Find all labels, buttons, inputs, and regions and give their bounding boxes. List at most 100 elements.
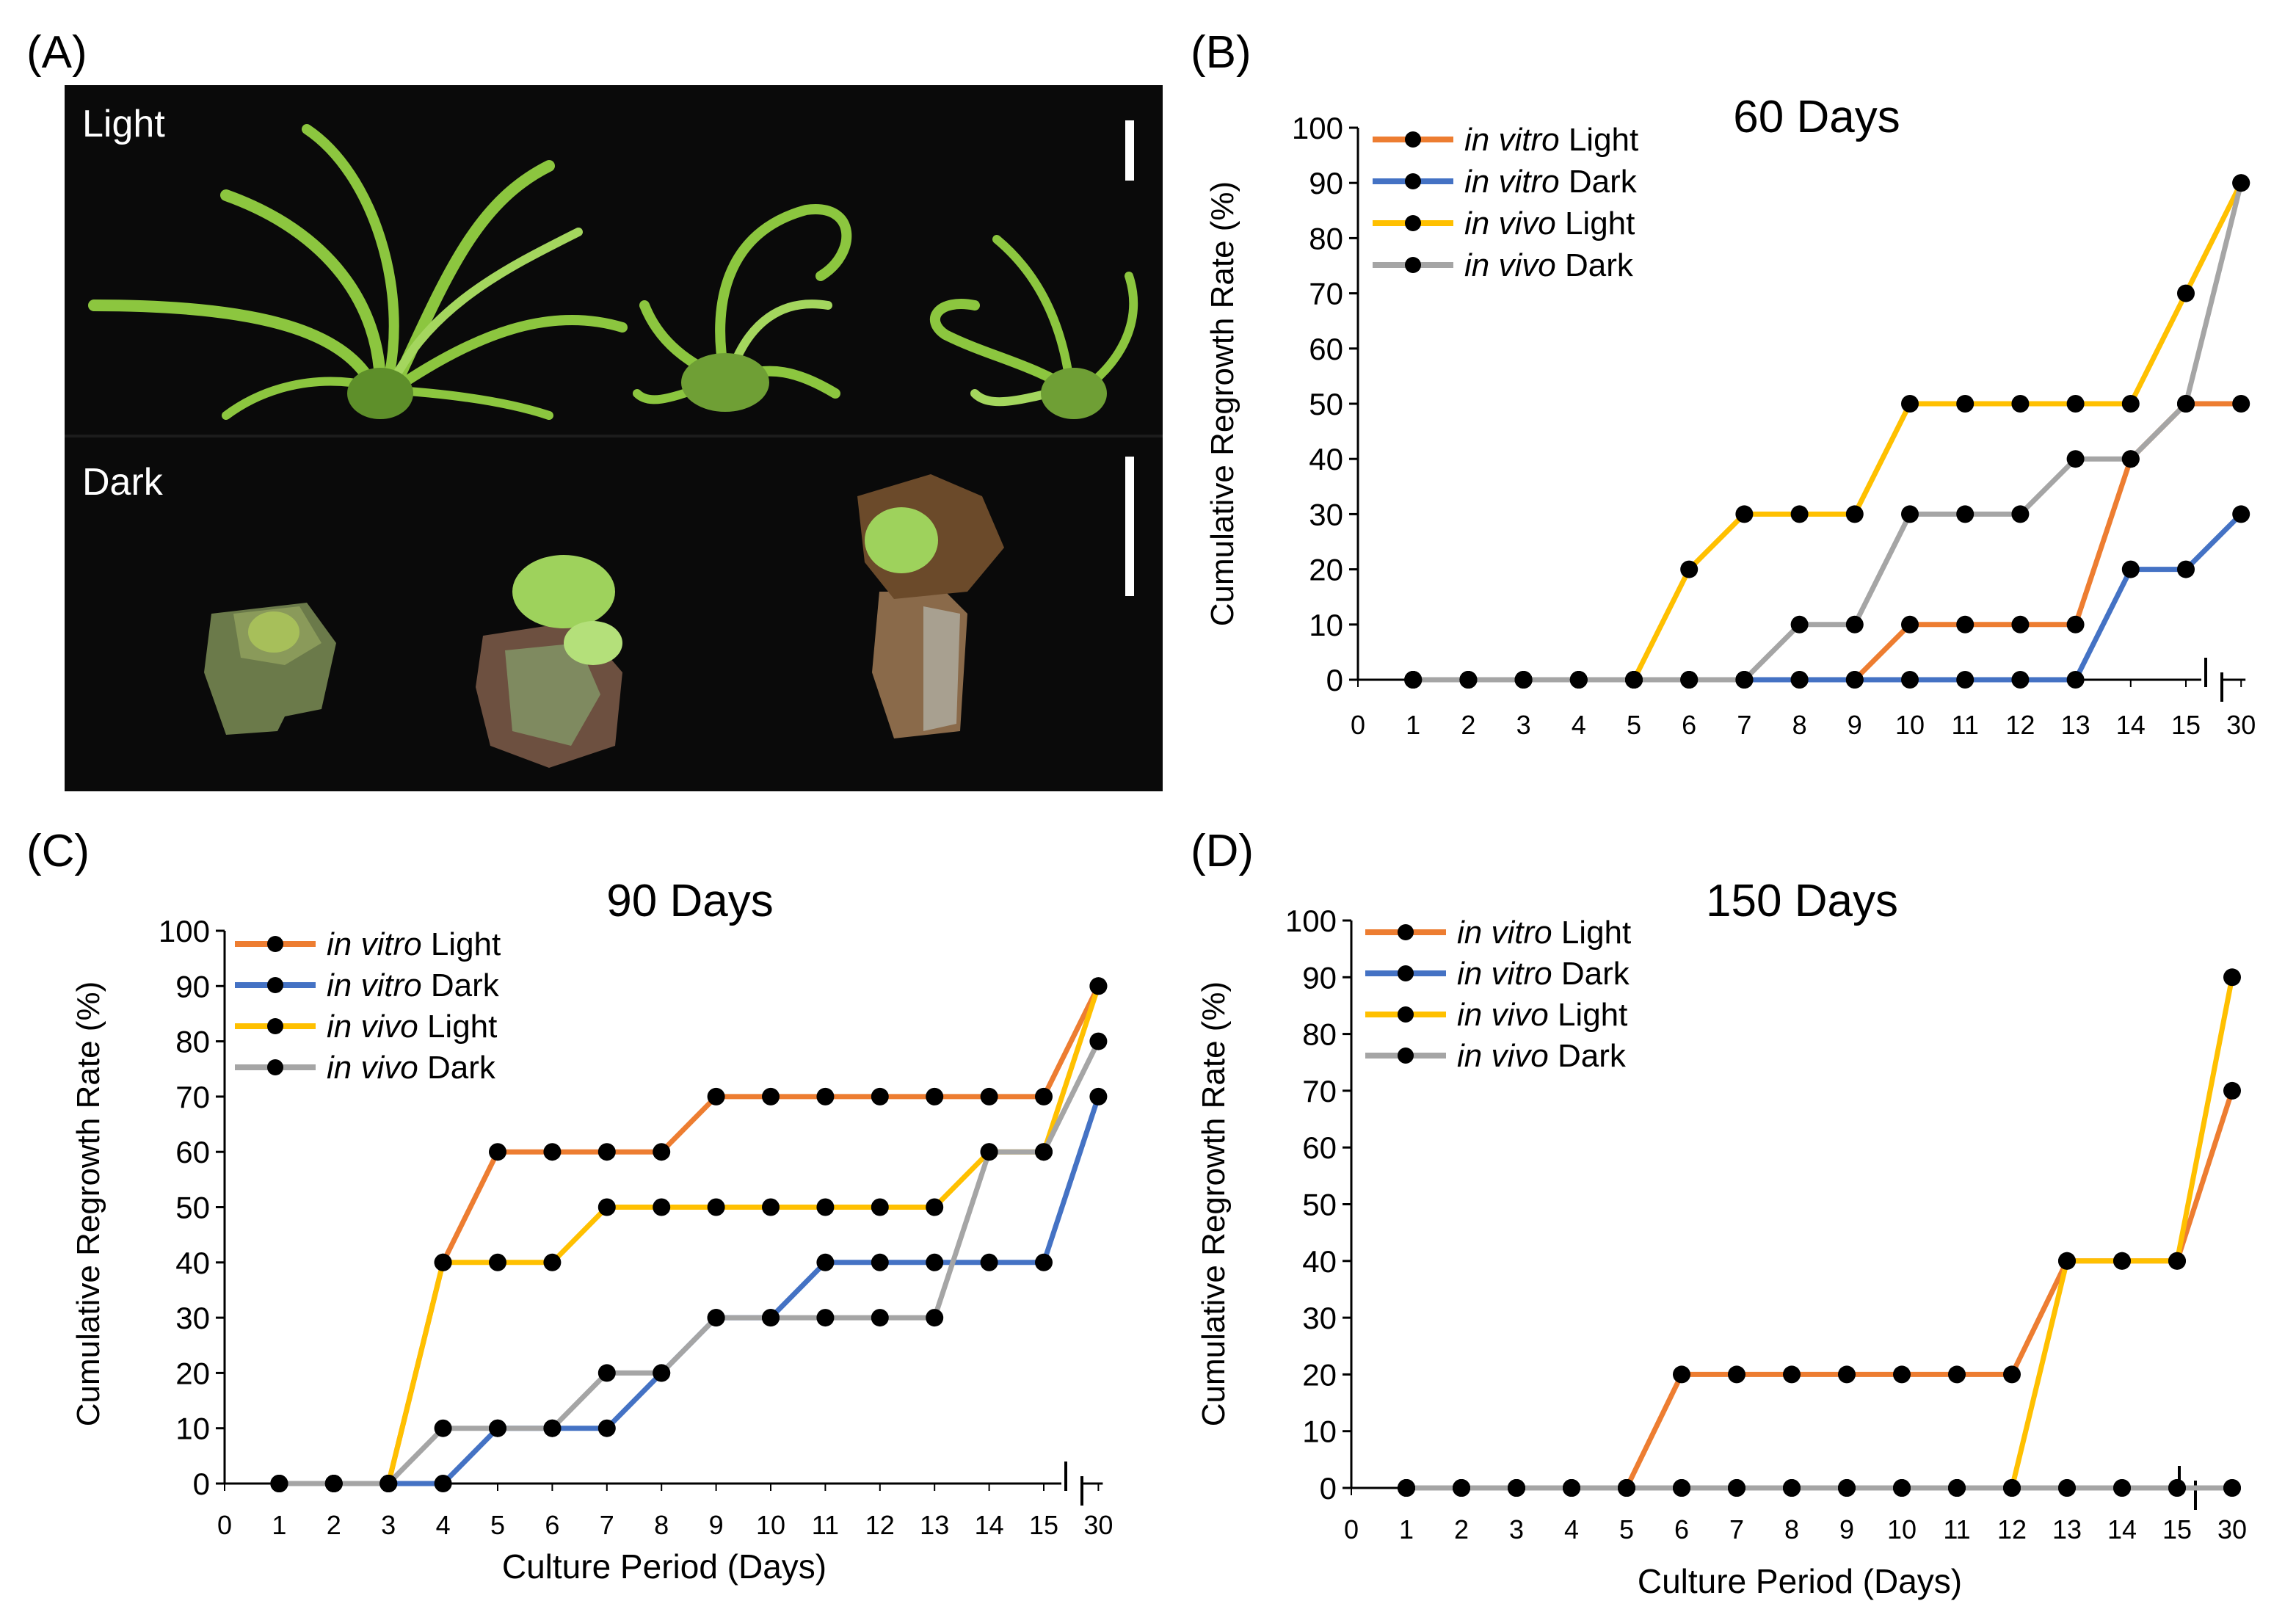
x-tick-label: 4 — [1564, 1514, 1579, 1544]
data-point — [1673, 1365, 1690, 1384]
legend-italic-part: in vivo — [1457, 1038, 1558, 1074]
chart-title: 150 Days — [1706, 876, 1898, 926]
x-axis-label: Culture Period (Days) — [502, 1547, 827, 1586]
explant-dark-2 — [476, 555, 622, 768]
legend-rest-part: Dark — [1561, 956, 1630, 992]
data-point — [489, 1419, 506, 1437]
data-point — [597, 1364, 616, 1382]
plantlet-light-3-base — [1041, 368, 1107, 419]
x-tick-label: 4 — [436, 1510, 451, 1540]
plant-photo-panel: Light Dark — [65, 85, 1163, 791]
legend-rest-part: Light — [427, 1009, 497, 1045]
legend-italic-part: in vitro — [327, 967, 431, 1003]
data-point — [871, 1253, 889, 1271]
x-tick-label: 6 — [1682, 710, 1696, 740]
data-point — [1673, 1479, 1690, 1497]
data-point — [2232, 395, 2250, 413]
legend-entry-label: in vitro Light — [1464, 122, 1638, 158]
data-point — [871, 1309, 889, 1327]
data-point — [379, 1475, 398, 1492]
legend-italic-part: in vitro — [1464, 122, 1569, 158]
y-tick-label: 60 — [1302, 1130, 1337, 1165]
data-point — [1569, 671, 1588, 689]
x-tick-label: 13 — [2052, 1514, 2082, 1544]
data-point — [1625, 671, 1643, 689]
legend-marker — [1398, 1006, 1414, 1023]
data-point — [2011, 671, 2030, 689]
legend-rest-part: Light — [431, 926, 501, 962]
data-point — [1783, 1479, 1801, 1497]
data-point — [1404, 671, 1423, 689]
data-point — [597, 1143, 616, 1161]
data-point — [762, 1198, 780, 1216]
data-point — [871, 1198, 889, 1216]
data-point — [543, 1419, 562, 1437]
data-point — [1563, 1479, 1580, 1497]
data-point — [1728, 1479, 1745, 1497]
data-point — [1453, 1479, 1470, 1497]
data-point — [762, 1087, 780, 1105]
data-point — [707, 1198, 725, 1216]
series-line-3 — [279, 1040, 1101, 1486]
legend-italic-part: in vivo — [1457, 997, 1558, 1033]
data-point — [1089, 1032, 1108, 1050]
legend-rest-part: Light — [1569, 122, 1638, 158]
data-point — [816, 1253, 835, 1271]
x-tick-label: 3 — [381, 1510, 396, 1540]
x-tick-label: 2 — [1454, 1514, 1469, 1544]
plantlet-light-1-base — [347, 368, 413, 419]
data-point — [653, 1364, 671, 1382]
data-point — [2177, 395, 2195, 413]
x-tick-label: 14 — [2107, 1514, 2137, 1544]
y-tick-label: 60 — [1309, 332, 1343, 366]
data-point — [816, 1309, 835, 1327]
plantlet-light-2-base — [681, 353, 769, 412]
legend-marker — [267, 977, 283, 993]
legend-italic-part: in vitro — [1457, 915, 1561, 951]
data-point — [1790, 505, 1809, 523]
x-tick-label: 9 — [1848, 710, 1862, 740]
x-tick-label: 3 — [1509, 1514, 1524, 1544]
legend-marker — [1398, 965, 1414, 981]
legend-italic-part: in vivo — [1464, 247, 1565, 283]
data-point — [2121, 395, 2140, 413]
y-axis-label: Cumulative Regrowth Rate (%) — [1196, 981, 1232, 1426]
legend-entry-label: in vitro Light — [327, 926, 501, 962]
x-tick-label: 11 — [1943, 1514, 1970, 1544]
data-point — [1948, 1479, 1966, 1497]
legend-rest-part: Dark — [431, 967, 500, 1003]
y-tick-label: 80 — [175, 1025, 210, 1059]
panel-label-d: (D) — [1191, 826, 1254, 876]
legend-entry-label: in vivo Light — [327, 1009, 497, 1045]
data-point — [2011, 395, 2030, 413]
x-tick-label: 12 — [2005, 710, 2035, 740]
data-point — [1508, 1479, 1525, 1497]
legend-italic-part: in vitro — [327, 926, 431, 962]
data-point — [543, 1143, 562, 1161]
panel-label-a: (A) — [26, 27, 87, 78]
x-tick-label: 0 — [217, 1510, 232, 1540]
data-point — [926, 1253, 944, 1271]
data-point — [2113, 1252, 2131, 1270]
y-tick-label: 90 — [1302, 960, 1337, 995]
legend-rest-part: Dark — [427, 1050, 496, 1086]
y-tick-label: 50 — [1309, 387, 1343, 421]
explant-dark-1 — [204, 603, 336, 735]
data-point — [1089, 977, 1108, 995]
y-tick-label: 0 — [193, 1467, 210, 1501]
data-point — [543, 1253, 562, 1271]
legend-entry-label: in vivo Light — [1464, 206, 1635, 242]
legend-entry-label: in vitro Dark — [327, 967, 500, 1003]
data-point — [1398, 1479, 1415, 1497]
data-point — [597, 1198, 616, 1216]
x-axis-label: Culture Period (Days) — [1638, 1562, 1962, 1600]
data-point — [1845, 615, 1864, 633]
x-tick-label: 6 — [1674, 1514, 1689, 1544]
y-tick-label: 80 — [1309, 221, 1343, 255]
data-point — [2121, 450, 2140, 468]
data-point — [1901, 505, 1919, 523]
x-tick-label: 15 — [2171, 710, 2201, 740]
data-point — [926, 1309, 944, 1327]
x-tick-label: 0 — [1344, 1514, 1359, 1544]
x-tick-label: 7 — [1737, 710, 1751, 740]
